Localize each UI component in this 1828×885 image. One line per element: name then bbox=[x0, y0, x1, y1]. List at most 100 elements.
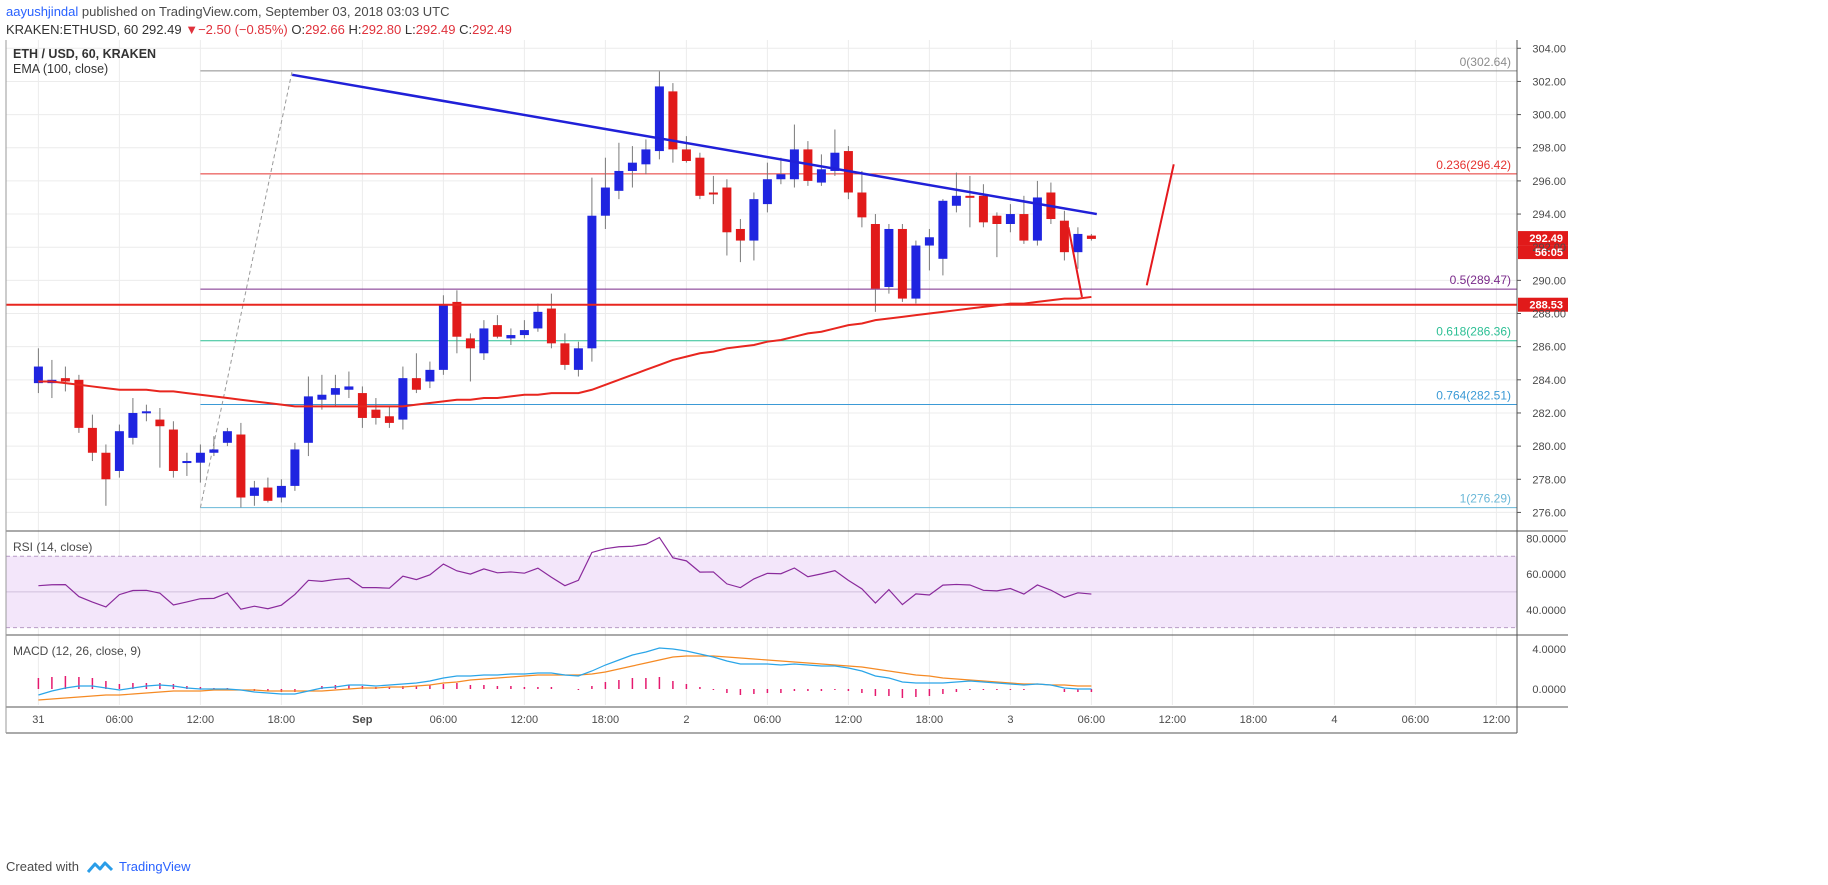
support-price-label: 288.53 bbox=[1529, 300, 1563, 312]
candle-down bbox=[371, 409, 381, 418]
footer: Created with TradingView bbox=[6, 859, 191, 874]
candle-up bbox=[816, 169, 826, 183]
candle-up bbox=[749, 199, 759, 241]
y-tick-label: 278.00 bbox=[1532, 474, 1566, 486]
y-tick-label: 284.00 bbox=[1532, 375, 1566, 387]
x-tick-label: 31 bbox=[32, 714, 44, 726]
rsi-y-tick-label: 80.0000 bbox=[1526, 533, 1566, 545]
chart-title: ETH / USD, 60, KRAKEN bbox=[13, 47, 156, 61]
candle-down bbox=[492, 325, 502, 337]
fib-level-label: 1(276.29) bbox=[1460, 492, 1511, 506]
x-tick-label: 18:00 bbox=[1240, 714, 1268, 726]
macd-label: MACD (12, 26, close, 9) bbox=[13, 644, 141, 658]
fib-level-label: 0.236(296.42) bbox=[1436, 158, 1511, 172]
candle-up bbox=[290, 449, 300, 486]
candle-down bbox=[897, 228, 907, 299]
x-tick-label: 06:00 bbox=[106, 714, 134, 726]
candle-up bbox=[911, 245, 921, 299]
chart-area[interactable]: 31 06:00 12:00 18:00 Sep 06:00 12:00 18:00 2 06:0… bbox=[0, 40, 1828, 850]
y-tick-label: 298.00 bbox=[1532, 143, 1566, 155]
down-triangle-icon: ▼ bbox=[185, 22, 199, 37]
candle-up bbox=[1073, 233, 1083, 253]
candle-down bbox=[465, 338, 475, 349]
last-price-tag bbox=[1518, 231, 1568, 246]
candle-up bbox=[195, 452, 205, 463]
candle-up bbox=[587, 215, 597, 349]
quote-bar: KRAKEN:ETHUSD, 60 292.49 ▼−2.50 (−0.85%)… bbox=[6, 21, 512, 38]
candle-up bbox=[830, 152, 840, 171]
close-label: C: bbox=[459, 22, 473, 37]
candle-down bbox=[384, 416, 394, 423]
candle-up bbox=[1005, 214, 1015, 224]
candle-down bbox=[695, 157, 705, 196]
published-text: published on TradingView.com, September … bbox=[81, 4, 450, 19]
low-label: L: bbox=[404, 22, 416, 37]
y-tick-label: 304.00 bbox=[1532, 43, 1566, 55]
y-tick-label: 296.00 bbox=[1532, 176, 1566, 188]
fib-trend-dashed-line bbox=[199, 70, 293, 508]
x-tick-label: 12:00 bbox=[511, 714, 539, 726]
candle-up bbox=[276, 485, 286, 498]
candle-up bbox=[614, 170, 624, 191]
candle-up bbox=[573, 348, 583, 370]
candle-up bbox=[938, 200, 948, 259]
last-price: 292.49 bbox=[141, 22, 182, 37]
candle-up bbox=[627, 162, 637, 171]
fib-level-label: 0.618(286.36) bbox=[1436, 325, 1511, 339]
y-tick-label: 288.00 bbox=[1532, 309, 1566, 321]
candle-down bbox=[668, 91, 678, 150]
candle-up bbox=[249, 487, 259, 496]
candle-up bbox=[641, 149, 651, 165]
candle-up bbox=[884, 228, 894, 287]
open-value: 292.66 bbox=[305, 22, 345, 37]
x-tick-label: 06:00 bbox=[430, 714, 458, 726]
x-tick-label: 06:00 bbox=[1078, 714, 1106, 726]
macd-signal-line bbox=[38, 655, 1092, 701]
y-tick-label: 280.00 bbox=[1532, 441, 1566, 453]
x-tick-label: Sep bbox=[352, 714, 372, 726]
candle-down bbox=[452, 301, 462, 337]
ema-indicator-label: EMA (100, close) bbox=[13, 62, 108, 76]
y-tick-label: 292.00 bbox=[1532, 242, 1566, 254]
tradingview-logo-icon bbox=[86, 861, 113, 873]
close-value: 292.49 bbox=[472, 22, 512, 37]
candle-down bbox=[168, 429, 178, 471]
candle-down bbox=[978, 195, 988, 223]
candle-down bbox=[1019, 214, 1029, 241]
tradingview-link[interactable]: TradingView bbox=[118, 859, 191, 874]
candle-down bbox=[263, 487, 273, 501]
y-tick-label: 300.00 bbox=[1532, 110, 1566, 122]
candle-down bbox=[87, 427, 97, 453]
x-tick-label: 12:00 bbox=[1159, 714, 1187, 726]
candle-down bbox=[992, 215, 1002, 224]
x-tick-label: 06:00 bbox=[754, 714, 782, 726]
x-tick-label: 18:00 bbox=[268, 714, 296, 726]
created-with-text: Created with bbox=[6, 859, 79, 874]
x-tick-label: 06:00 bbox=[1402, 714, 1430, 726]
axes bbox=[5, 40, 1568, 734]
candle-up bbox=[317, 394, 327, 400]
rsi-y-tick-label: 60.0000 bbox=[1526, 569, 1566, 581]
candle-down bbox=[870, 223, 880, 289]
ema-line bbox=[38, 295, 1092, 408]
y-tick-label: 286.00 bbox=[1532, 342, 1566, 354]
fib-level-label: 0.5(289.47) bbox=[1450, 273, 1511, 287]
macd-y-tick-label: 0.0000 bbox=[1532, 684, 1566, 696]
candle-up bbox=[479, 328, 489, 354]
countdown-label: 56:05 bbox=[1535, 247, 1563, 259]
support-price-tag bbox=[1518, 297, 1568, 312]
countdown-tag bbox=[1518, 245, 1568, 260]
candle-down bbox=[857, 192, 867, 218]
candle-down bbox=[236, 434, 246, 498]
candle-up bbox=[330, 388, 340, 395]
macd-pane bbox=[37, 647, 1093, 701]
projection-line bbox=[1067, 227, 1083, 298]
y-tick-label: 294.00 bbox=[1532, 209, 1566, 221]
x-tick-label: 4 bbox=[1331, 714, 1337, 726]
rsi-line bbox=[38, 536, 1092, 610]
author-link[interactable]: aayushjindal bbox=[6, 4, 79, 19]
high-label: H: bbox=[348, 22, 362, 37]
macd-y-tick-label: 4.0000 bbox=[1532, 644, 1566, 656]
trend-line bbox=[291, 73, 1098, 216]
fibonacci-retracement bbox=[199, 70, 1517, 509]
